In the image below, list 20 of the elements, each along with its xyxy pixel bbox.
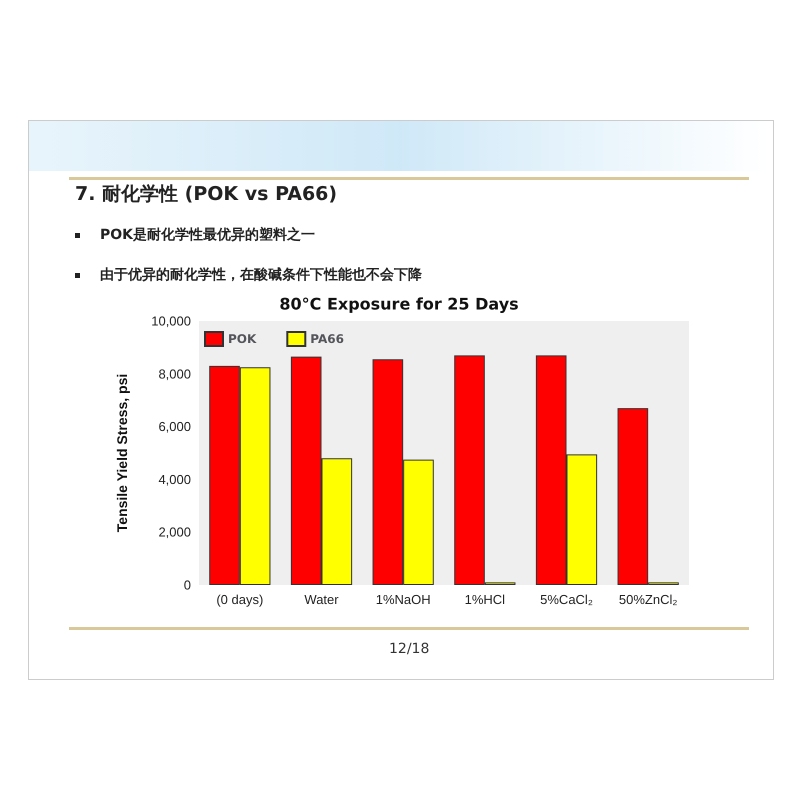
text: 由于优异的耐化学性，在酸碱条件下性能也不会下降 <box>99 266 422 284</box>
x-tick-label: 5%CaCl₂ <box>540 592 593 607</box>
y-tick-label: 8,000 <box>158 366 191 382</box>
y-tick-label: 2,000 <box>158 524 191 540</box>
legend-label: PA66 <box>310 332 344 346</box>
y-axis-title: Tensile Yield Stress, psi <box>114 374 130 532</box>
text: 7. 耐化学性 (POK vs PA66) <box>75 182 338 207</box>
y-tick-label: 6,000 <box>158 419 191 434</box>
x-tick-label: 1%NaOH <box>376 592 431 607</box>
y-tick-label: 4,000 <box>158 472 191 487</box>
y-tick-label: 10,000 <box>151 314 191 328</box>
chart-title: 80°C Exposure for 25 Days <box>279 294 519 314</box>
y-tick-label: 0 <box>184 578 191 592</box>
x-tick-label: (0 days) <box>216 592 264 607</box>
text: POK是耐化学性最优异的塑料之一 <box>99 226 316 244</box>
legend-label: POK <box>228 332 257 346</box>
x-tick-label: 50%ZnCl₂ <box>618 592 678 607</box>
x-tick-label: Water <box>304 592 340 607</box>
x-tick-label: 1%HCl <box>464 592 506 607</box>
text: 12/18 <box>389 641 430 657</box>
